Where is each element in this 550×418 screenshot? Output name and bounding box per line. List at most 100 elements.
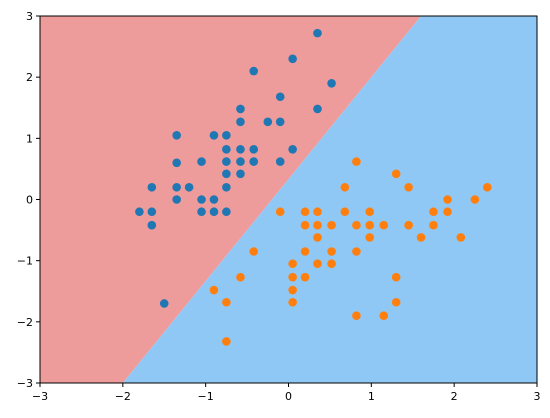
y-tick-label-0: 0 xyxy=(26,194,33,207)
point-series2-10 xyxy=(288,297,297,307)
point-series1-5 xyxy=(159,299,169,308)
point-series2-18 xyxy=(313,259,322,269)
point-series2-22 xyxy=(340,182,350,192)
point-series1-21 xyxy=(222,182,231,192)
x-tick-label-1: 1 xyxy=(368,390,375,403)
y-tick-label--3: −3 xyxy=(17,377,33,390)
point-series2-13 xyxy=(300,247,310,256)
point-series1-19 xyxy=(222,157,231,166)
point-series2-6 xyxy=(275,207,285,217)
y-tick-label--2: −2 xyxy=(17,316,33,329)
point-series1-29 xyxy=(249,145,259,154)
point-series2-32 xyxy=(379,311,389,321)
point-series2-34 xyxy=(391,272,401,282)
point-series2-38 xyxy=(416,233,426,242)
point-series2-39 xyxy=(429,207,438,217)
point-series1-28 xyxy=(249,66,259,76)
point-series2-21 xyxy=(327,259,336,269)
point-series2-24 xyxy=(352,157,361,166)
point-series1-7 xyxy=(172,182,181,192)
point-series2-28 xyxy=(365,207,374,217)
point-series1-23 xyxy=(236,104,245,114)
point-series2-20 xyxy=(327,247,336,256)
point-series1-35 xyxy=(288,54,297,64)
point-series2-26 xyxy=(352,247,361,256)
point-series2-43 xyxy=(456,233,466,242)
point-series2-37 xyxy=(404,220,413,230)
point-series2-5 xyxy=(249,247,259,256)
y-tick-label--1: −1 xyxy=(17,255,33,268)
point-series2-16 xyxy=(313,220,322,230)
point-series1-10 xyxy=(184,182,194,192)
point-series2-7 xyxy=(288,259,297,269)
point-series2-9 xyxy=(288,285,297,295)
point-series1-32 xyxy=(275,92,285,102)
point-series2-15 xyxy=(313,207,322,217)
point-series1-27 xyxy=(236,169,245,179)
point-series2-35 xyxy=(391,297,401,307)
region-upper-left xyxy=(40,16,422,383)
point-series1-34 xyxy=(275,157,285,166)
point-series1-38 xyxy=(313,104,322,114)
point-series2-31 xyxy=(379,220,389,230)
point-series2-33 xyxy=(391,169,401,179)
point-series1-26 xyxy=(236,157,245,166)
point-series1-33 xyxy=(275,117,285,127)
point-series2-40 xyxy=(429,220,438,230)
region-lower-right xyxy=(122,16,537,383)
point-series2-42 xyxy=(443,207,452,217)
point-series1-22 xyxy=(222,207,231,217)
point-series1-20 xyxy=(222,169,231,179)
point-series2-45 xyxy=(483,182,492,192)
x-tick-label-3: 3 xyxy=(534,390,541,403)
point-series2-17 xyxy=(313,233,322,242)
point-series2-41 xyxy=(443,195,452,204)
x-tick-label-0: 0 xyxy=(285,390,292,403)
point-series1-25 xyxy=(236,145,245,154)
point-series1-6 xyxy=(172,195,181,204)
y-axis: −3 −2 −1 0 1 2 3 xyxy=(17,10,40,390)
point-series1-3 xyxy=(147,220,157,230)
point-series2-14 xyxy=(300,272,310,282)
point-series1-18 xyxy=(222,145,231,154)
point-series2-29 xyxy=(365,220,374,230)
x-tick-label-2: 2 xyxy=(451,390,458,403)
point-series2-30 xyxy=(365,233,374,242)
point-series2-12 xyxy=(300,220,310,230)
y-tick-label-1: 1 xyxy=(26,132,33,145)
point-series1-1 xyxy=(135,207,144,217)
point-series1-4 xyxy=(147,182,157,192)
point-series2-2 xyxy=(222,297,231,307)
point-series1-11 xyxy=(197,157,206,166)
point-series2-25 xyxy=(352,220,361,230)
point-series1-9 xyxy=(172,130,181,140)
decision-regions xyxy=(40,16,537,383)
x-tick-label--2: −2 xyxy=(115,390,131,403)
point-series1-13 xyxy=(197,207,206,217)
point-series1-14 xyxy=(209,130,219,140)
point-series1-31 xyxy=(263,117,273,127)
x-tick-label--1: −1 xyxy=(198,390,214,403)
point-series1-37 xyxy=(313,28,322,38)
point-series2-44 xyxy=(470,195,480,204)
point-series1-24 xyxy=(236,117,245,127)
point-series1-12 xyxy=(197,195,206,204)
point-series1-15 xyxy=(209,195,219,204)
point-series1-36 xyxy=(288,145,297,154)
point-series2-23 xyxy=(340,207,350,217)
point-series1-8 xyxy=(172,158,181,168)
point-series2-1 xyxy=(209,285,219,295)
point-series1-30 xyxy=(249,157,259,166)
point-series2-19 xyxy=(327,220,336,230)
point-series2-4 xyxy=(236,272,245,282)
point-series1-2 xyxy=(147,207,157,217)
point-series2-3 xyxy=(222,337,231,346)
y-tick-label-2: 2 xyxy=(26,71,33,84)
y-tick-label-3: 3 xyxy=(26,10,33,23)
data-points xyxy=(135,28,492,346)
point-series1-16 xyxy=(209,207,219,217)
point-series1-39 xyxy=(327,78,336,88)
point-series2-11 xyxy=(300,207,310,217)
point-series1-17 xyxy=(222,130,231,140)
x-tick-label--3: −3 xyxy=(32,390,48,403)
